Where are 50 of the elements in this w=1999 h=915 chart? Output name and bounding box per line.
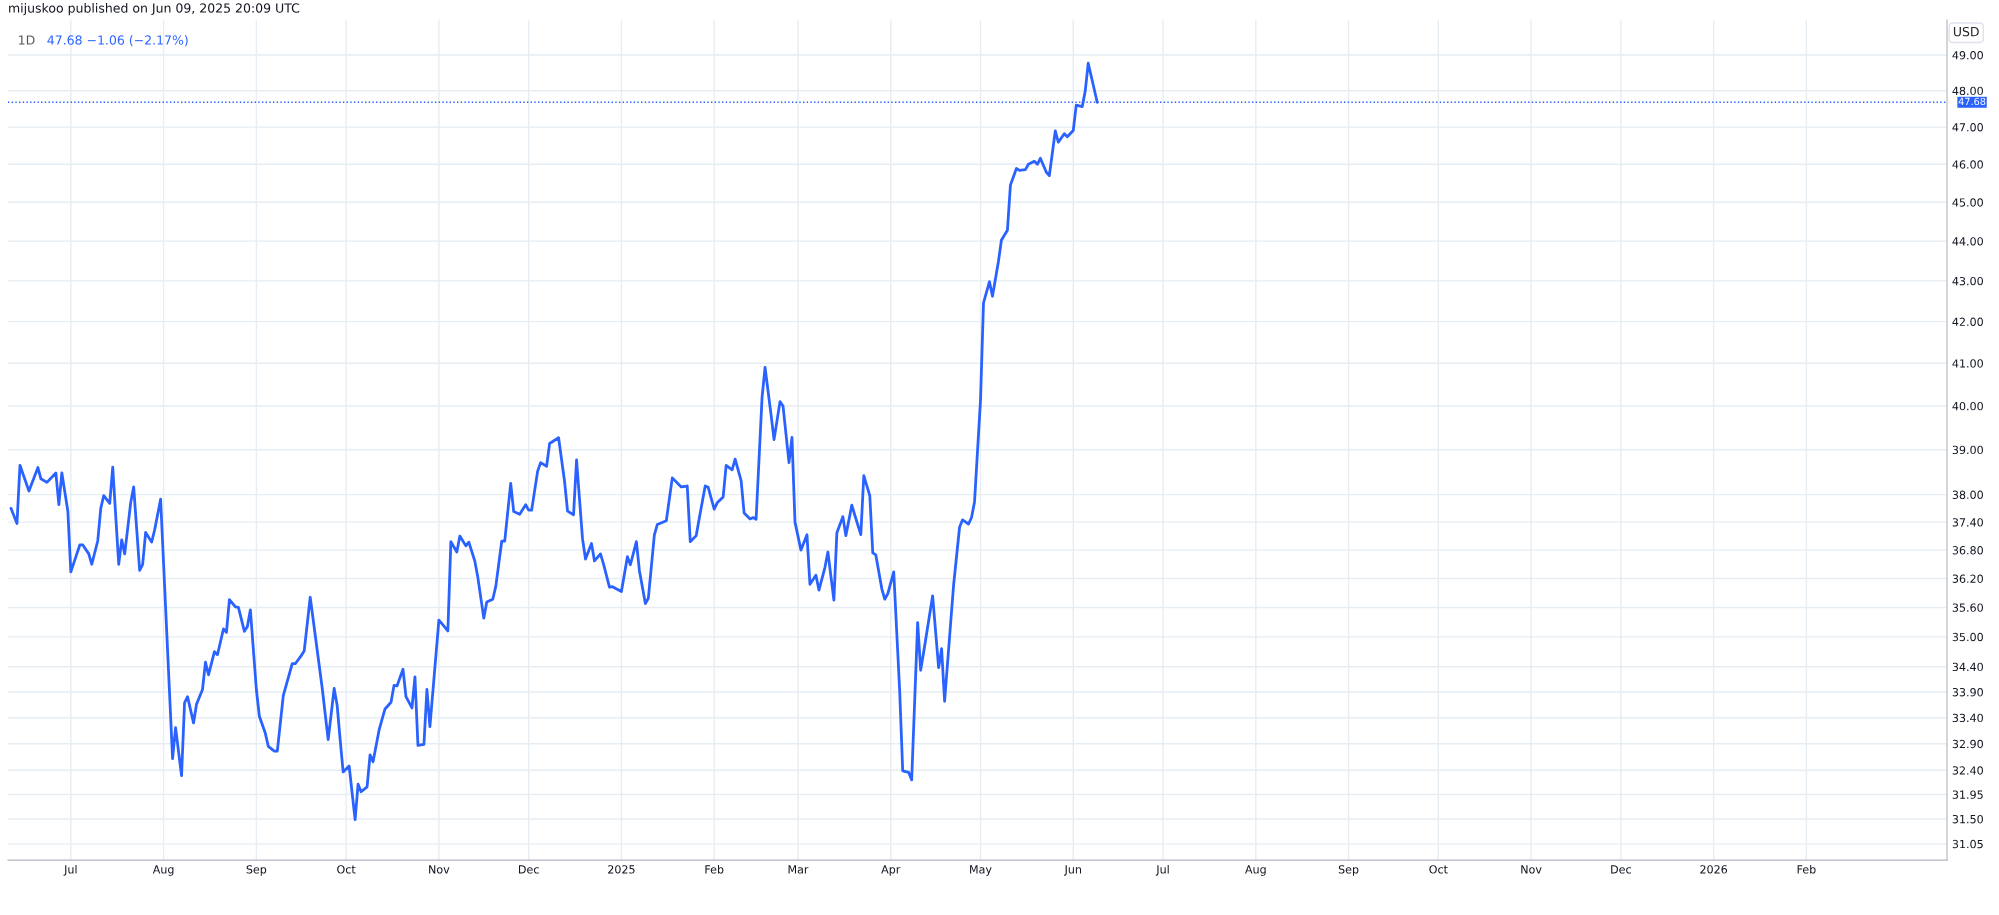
x-tick-label: Apr bbox=[881, 865, 901, 876]
chart-title: mijuskoo published on Jun 09, 2025 20:09 UTC bbox=[9, 3, 300, 16]
y-axis-title: USD bbox=[1953, 26, 1979, 37]
x-tick-label: Sep bbox=[1338, 865, 1359, 876]
y-tick-label: 40.00 bbox=[1952, 401, 1983, 411]
y-tick-label: 37.40 bbox=[1952, 518, 1983, 527]
y-tick-label: 48.00 bbox=[1952, 86, 1983, 96]
y-tick-label: 31.50 bbox=[1952, 814, 1983, 824]
y-tick-label: 44.00 bbox=[1952, 237, 1983, 246]
y-tick-label: 49.00 bbox=[1952, 51, 1983, 60]
y-tick-label: 34.40 bbox=[1952, 662, 1983, 672]
y-tick-label: 41.00 bbox=[1952, 359, 1983, 368]
x-tick-label: Jun bbox=[1064, 865, 1081, 876]
text: 1D bbox=[19, 35, 35, 45]
y-tick-label: 36.80 bbox=[1952, 546, 1983, 555]
ref-line-label: 47.68 bbox=[1958, 97, 1986, 106]
y-tick-label: 39.00 bbox=[1952, 445, 1983, 455]
y-tick-label: 32.40 bbox=[1952, 766, 1983, 775]
y-tick-label: 33.40 bbox=[1952, 713, 1983, 723]
x-tick-label: 2025 bbox=[608, 865, 635, 874]
y-tick-label: 43.00 bbox=[1952, 276, 1983, 286]
x-tick-label: Nov bbox=[1521, 865, 1542, 874]
x-tick-label: Jul bbox=[63, 864, 77, 876]
y-tick-label: 47.00 bbox=[1952, 123, 1983, 132]
x-tick-label: Feb bbox=[1797, 864, 1816, 874]
x-tick-label: Feb bbox=[705, 864, 724, 874]
y-tick-label: 35.00 bbox=[1952, 632, 1983, 642]
y-tick-label: 38.00 bbox=[1952, 490, 1983, 500]
x-tick-label: Sep bbox=[246, 865, 267, 876]
x-tick-label: Aug bbox=[1245, 865, 1266, 876]
y-tick-label: 33.90 bbox=[1952, 688, 1983, 697]
x-tick-label: Dec bbox=[1611, 865, 1631, 874]
x-tick-label: Nov bbox=[429, 865, 450, 874]
y-tick-label: 45.00 bbox=[1952, 198, 1983, 207]
x-tick-label: Mar bbox=[788, 865, 809, 874]
y-tick-label: 46.00 bbox=[1952, 160, 1983, 169]
x-tick-label: May bbox=[970, 865, 992, 876]
y-tick-label: 42.00 bbox=[1952, 317, 1983, 326]
y-tick-label: 35.60 bbox=[1952, 603, 1983, 612]
y-tick-label: 31.05 bbox=[1952, 839, 1983, 849]
x-tick-label: 2026 bbox=[1700, 865, 1728, 874]
x-tick-label: Dec bbox=[519, 865, 539, 874]
x-tick-label: Aug bbox=[152, 865, 174, 876]
x-tick-label: Oct bbox=[337, 865, 356, 874]
y-tick-label: 36.20 bbox=[1952, 574, 1983, 583]
x-tick-label: Jul bbox=[1155, 864, 1169, 876]
y-tick-label: 31.95 bbox=[1952, 790, 1983, 799]
annotation: 47.68 −1.06 (−2.17%) bbox=[47, 35, 188, 47]
y-tick-label: 32.90 bbox=[1952, 739, 1983, 749]
x-tick-label: Oct bbox=[1429, 865, 1448, 874]
